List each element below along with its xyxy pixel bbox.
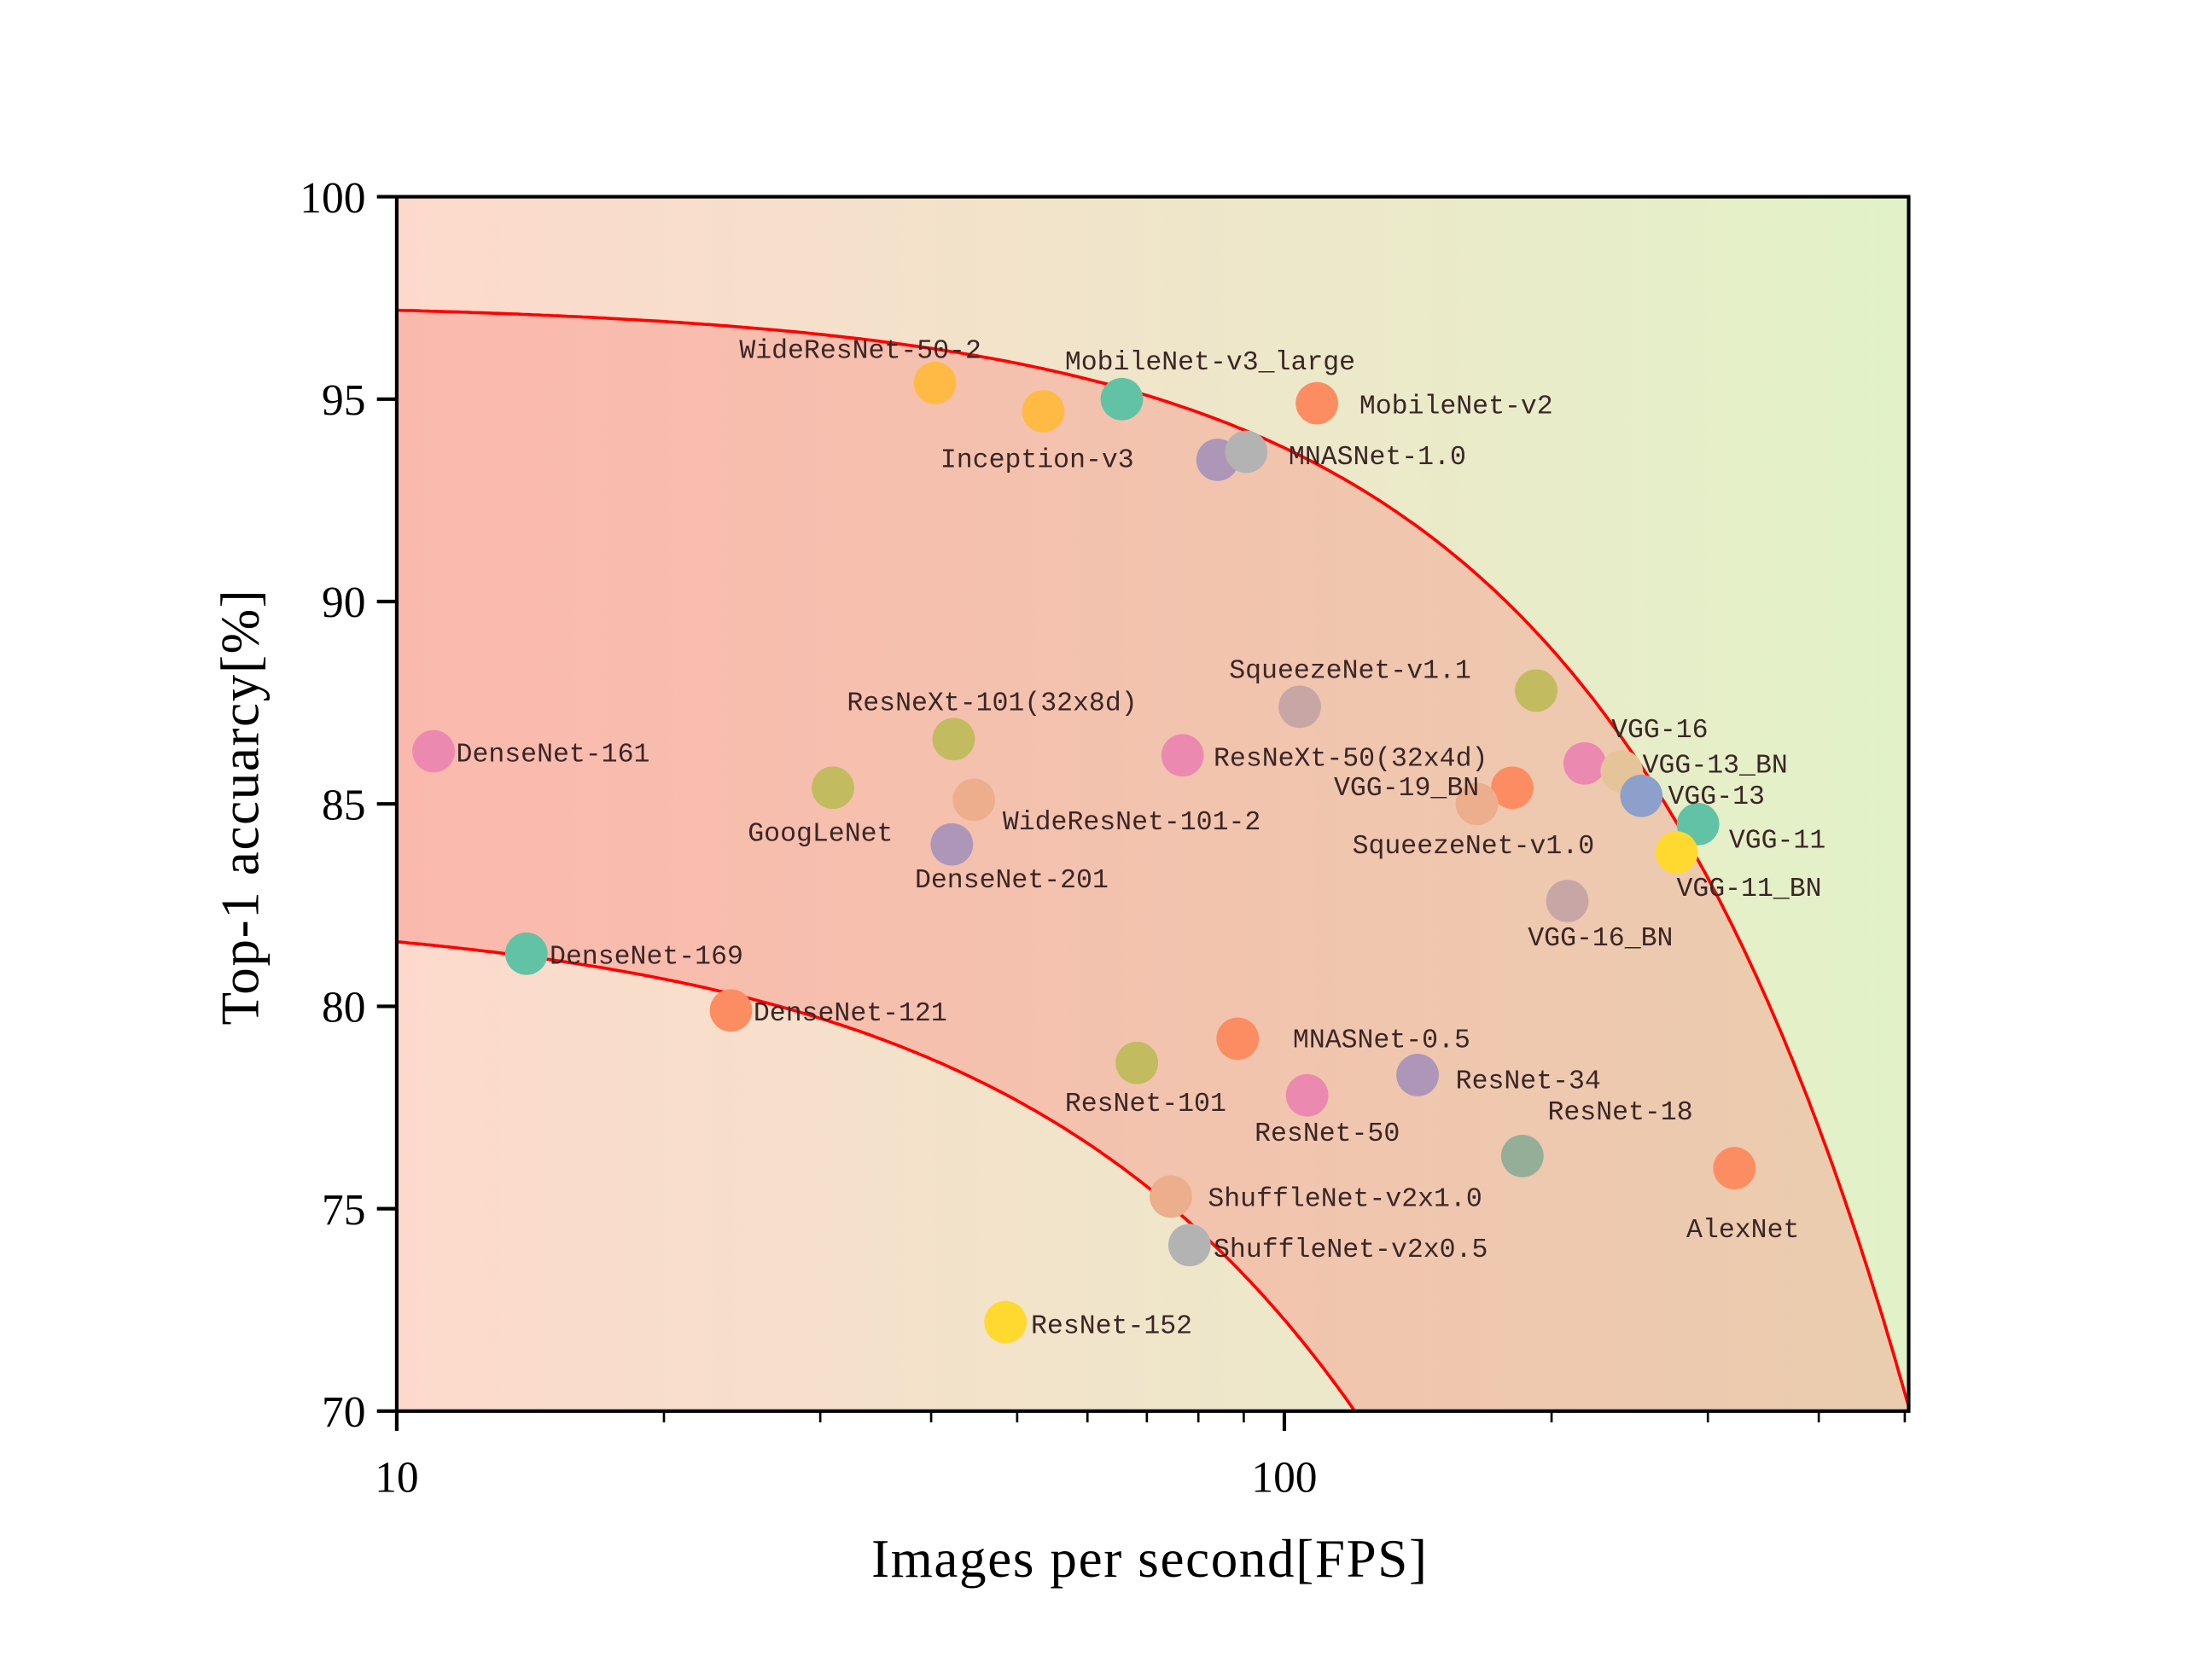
pareto-band [396,310,1909,1411]
data-point [1161,734,1204,777]
point-label: ResNet-34 [1456,1067,1601,1097]
point-label: ResNet-101 [1065,1090,1226,1119]
x-axis: 10 100 [375,1410,1907,1502]
y-axis-label: Top-1 accuarcy[%] [210,589,270,1026]
data-point [1285,1073,1329,1117]
point-label: VGG-13 [1668,782,1764,812]
point-label: MNASNet-0.5 [1293,1026,1470,1056]
data-point [1150,1175,1192,1218]
data-point [1563,741,1606,785]
x-tick-label: 100 [1251,1453,1317,1502]
y-tick-label: 80 [322,984,365,1032]
point-label: ResNet-152 [1031,1312,1192,1342]
point-label: AlexNet [1686,1216,1799,1246]
data-point [709,989,753,1032]
data-point [1167,1224,1211,1267]
data-point [1115,1041,1158,1084]
point-label: ResNet-18 [1547,1098,1692,1128]
data-point [913,361,957,404]
point-label: VGG-13_BN [1643,752,1788,782]
data-point [812,766,854,810]
point-label: ResNeXt-50(32x4d) [1214,744,1488,774]
data-point [1500,1135,1544,1177]
data-points [412,361,1756,1344]
point-label: DenseNet-169 [550,943,743,973]
point-label: GoogLeNet [748,819,893,849]
data-point [1100,377,1144,421]
y-tick-label: 90 [322,578,365,627]
data-point [412,730,455,773]
point-label: MobileNet-v3_large [1065,348,1355,378]
y-tick-label: 75 [322,1186,365,1235]
y-tick-label: 70 [322,1388,365,1437]
point-label: SqueezeNet-v1.0 [1353,832,1595,862]
y-tick-label: 95 [322,376,365,425]
data-point [932,718,975,761]
data-point [1295,381,1338,425]
point-label: MobileNet-v2 [1360,392,1553,421]
data-point [1216,1017,1260,1061]
point-label: VGG-16 [1611,716,1708,746]
data-point [1546,880,1589,922]
data-point [1491,766,1534,810]
point-label: DenseNet-201 [915,866,1109,896]
point-labels: DenseNet-161 DenseNet-169 DenseNet-121 Goog… [457,337,1826,1342]
point-label: DenseNet-121 [754,999,947,1029]
point-label: ShuffleNet-v2x1.0 [1208,1184,1482,1214]
x-tick-label: 10 [375,1453,418,1502]
point-label: MNASNet-1.0 [1289,443,1466,473]
data-point [984,1300,1028,1344]
data-point [1278,685,1321,729]
data-point [1396,1054,1439,1096]
point-label: WideResNet-50-2 [739,337,981,367]
data-point [1713,1147,1756,1190]
data-point [1455,782,1499,826]
y-tick-label: 100 [300,174,365,223]
data-point [1655,831,1698,874]
point-label: VGG-19_BN [1334,774,1479,804]
point-label: Inception-v3 [940,445,1134,475]
point-label: SqueezeNet-v1.1 [1229,657,1471,687]
data-point [952,778,996,822]
point-label: DenseNet-161 [457,740,650,770]
data-point [1225,430,1268,474]
y-tick-label: 85 [322,781,365,829]
data-point [930,823,974,866]
data-point [1620,774,1663,817]
point-label: ResNeXt-101(32x8d) [847,689,1137,719]
point-label: VGG-11 [1729,827,1825,857]
y-axis: 70 75 80 85 90 95 100 [300,174,397,1437]
point-label: WideResNet-101-2 [1003,808,1261,838]
x-axis-label: Images per second[FPS] [871,1529,1429,1589]
data-point [1515,669,1557,712]
point-label: ShuffleNet-v2x0.5 [1214,1235,1488,1265]
data-point [504,932,548,975]
point-label: ResNet-50 [1255,1119,1400,1149]
data-point [1022,390,1065,433]
point-label: VGG-11_BN [1676,875,1821,904]
point-label: VGG-16_BN [1528,924,1673,954]
